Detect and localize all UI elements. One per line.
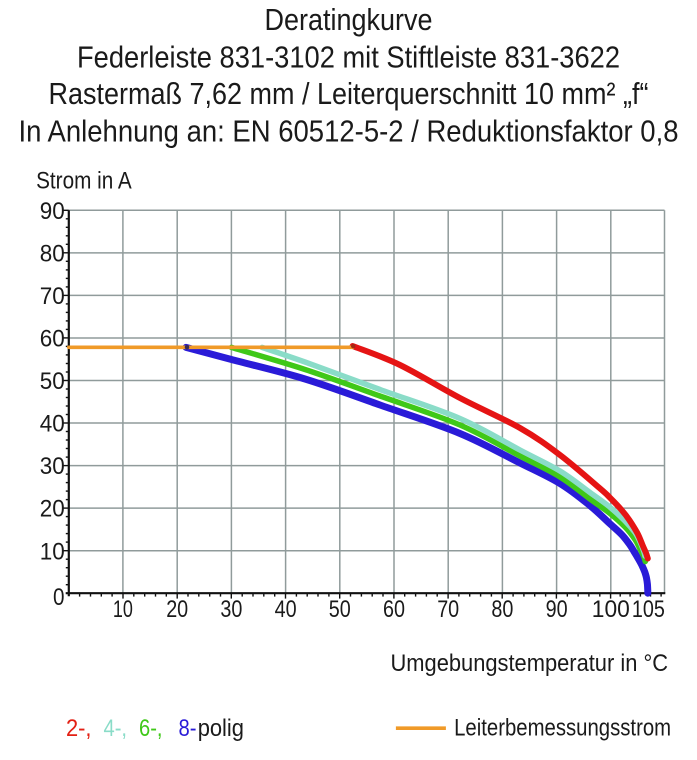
svg-text:In Anlehnung an: EN 60512-5-2: In Anlehnung an: EN 60512-5-2 / Reduktio… [19,114,679,148]
svg-text:105: 105 [632,596,665,623]
svg-text:60: 60 [40,326,65,353]
svg-text:6-,: 6-, [139,715,163,742]
svg-text:20: 20 [166,596,188,623]
svg-text:10: 10 [40,538,65,565]
svg-text:Deratingkurve: Deratingkurve [265,3,433,37]
svg-text:60: 60 [383,596,405,623]
svg-text:50: 50 [329,596,351,623]
svg-text:Rastermaß 7,62 mm / Leiterquer: Rastermaß 7,62 mm / Leiterquerschnitt 10… [49,77,649,111]
svg-text:8-: 8- [179,715,197,742]
svg-text:4-,: 4-, [104,715,128,742]
svg-text:Leiterbemessungsstrom: Leiterbemessungsstrom [454,714,671,741]
svg-text:50: 50 [40,368,65,395]
svg-text:Umgebungstemperatur in °C: Umgebungstemperatur in °C [391,650,669,677]
svg-text:80: 80 [491,596,513,623]
svg-text:Strom in A: Strom in A [36,167,132,194]
svg-text:70: 70 [437,596,459,623]
svg-text:30: 30 [220,596,242,623]
svg-text:40: 40 [275,596,297,623]
svg-text:100: 100 [592,596,630,623]
svg-text:0: 0 [53,584,65,611]
svg-text:polig: polig [198,715,244,742]
svg-text:80: 80 [40,241,65,268]
svg-text:20: 20 [40,496,65,523]
svg-text:Federleiste 831-3102 mit Stift: Federleiste 831-3102 mit Stiftleiste 831… [77,40,620,74]
svg-text:90: 90 [546,596,568,623]
svg-text:70: 70 [40,283,65,310]
svg-text:40: 40 [40,411,65,438]
svg-text:10: 10 [113,596,133,623]
svg-text:90: 90 [40,198,65,225]
svg-text:30: 30 [40,453,65,480]
svg-text:2-,: 2-, [66,715,92,742]
